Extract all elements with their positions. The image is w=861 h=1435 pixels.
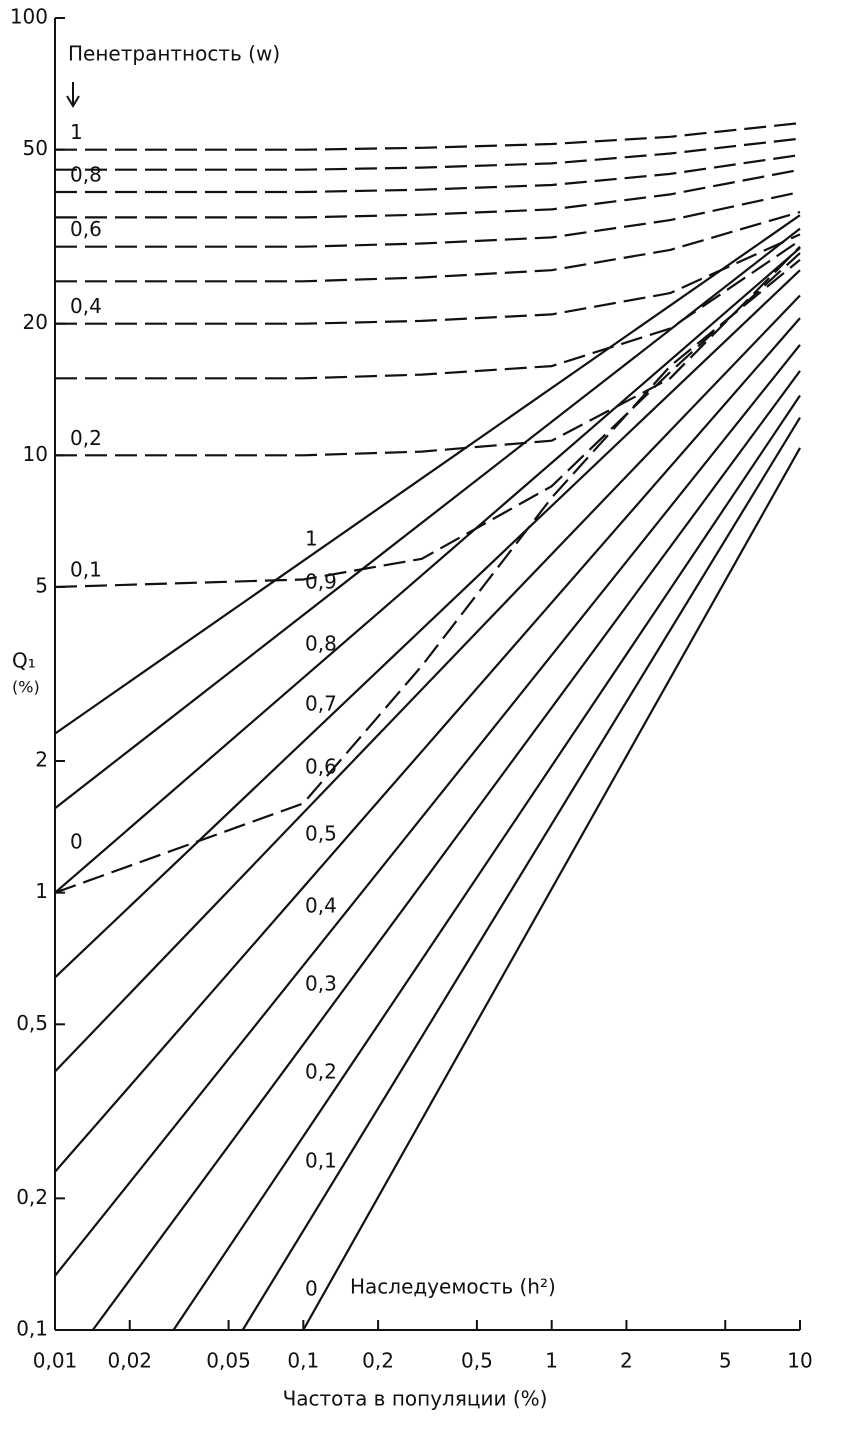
penetrance-label: 1 (70, 120, 83, 144)
penetrance-curve (54, 258, 801, 894)
heritability-line (54, 247, 801, 894)
x-tick-label: 0,01 (33, 1349, 78, 1373)
penetrance-curve (55, 168, 801, 219)
x-tick-label: 0,5 (461, 1349, 493, 1373)
penetrance-curve (55, 239, 801, 380)
heritability-line (302, 447, 801, 1331)
heritability-label: 1 (305, 527, 318, 551)
penetrance-curve (54, 252, 801, 589)
penetrance-curve (55, 153, 801, 194)
y-tick-label: 0,1 (16, 1317, 48, 1341)
heritability-line (172, 394, 801, 1331)
heritability-label: 0 (305, 1277, 318, 1301)
heritability-label: 0,3 (305, 972, 337, 996)
x-tick-label: 0,02 (107, 1349, 152, 1373)
arrow (66, 82, 80, 108)
heritability-line (54, 227, 801, 810)
penetrance-curve (55, 210, 801, 283)
y-tick-label: 50 (23, 136, 48, 160)
heritability-label: 0,7 (305, 692, 337, 716)
x-tick-label: 0,05 (206, 1349, 251, 1373)
y-axis-label: Q₁ (12, 649, 36, 673)
x-axis-label: Частота в популяции (%) (283, 1387, 548, 1411)
heritability-line (54, 269, 801, 979)
heritability-line (241, 417, 801, 1331)
x-tick-label: 2 (620, 1349, 633, 1373)
heritability-line (54, 344, 801, 1277)
penetrance-label: 0,8 (70, 163, 102, 187)
y-tick-label: 0,2 (16, 1185, 48, 1209)
x-tick-label: 0,2 (362, 1349, 394, 1373)
penetrance-label: 0,4 (70, 294, 102, 318)
heritability-line (91, 370, 801, 1331)
heritability-line (54, 214, 801, 735)
x-tick-label: 10 (787, 1349, 812, 1373)
y-tick-label: 0,5 (16, 1011, 48, 1035)
y-axis-unit: (%) (12, 678, 40, 697)
heritability-label: 0,2 (305, 1060, 337, 1084)
heritability-label: 0,1 (305, 1149, 337, 1173)
penetrance-curve (55, 137, 801, 171)
penetrance-label: 0,1 (70, 557, 102, 581)
heritability-label: 0,9 (305, 570, 337, 594)
heritability-label: 0,5 (305, 822, 337, 846)
y-tick-label: 1 (35, 879, 48, 903)
heritability-line (54, 294, 801, 1073)
penetrance-curve (55, 122, 801, 151)
heritability-label: 0,8 (305, 632, 337, 656)
x-tick-label: 1 (545, 1349, 558, 1373)
penetrance-curve (55, 245, 801, 457)
y-tick-label: 5 (35, 573, 48, 597)
heritability-line (54, 317, 801, 1173)
y-tick-label: 20 (23, 310, 48, 334)
x-tick-label: 0,1 (287, 1349, 319, 1373)
heritability-annotation: Наследуемость (h²) (350, 1275, 556, 1299)
penetrance-curve (55, 190, 801, 248)
y-tick-label: 2 (35, 748, 48, 772)
heritability-label: 0,4 (305, 894, 337, 918)
penetrance-label: 0 (70, 830, 83, 854)
penetrance-label: 0,2 (70, 426, 102, 450)
x-tick-label: 5 (719, 1349, 732, 1373)
y-tick-label: 100 (10, 5, 48, 29)
heritability-label: 0,6 (305, 755, 337, 779)
y-tick-label: 10 (23, 442, 48, 466)
penetrance-label: 0,6 (70, 217, 102, 241)
penetrance-curve (55, 233, 801, 325)
penetrance-annotation: Пенетрантность (w) (68, 42, 280, 66)
